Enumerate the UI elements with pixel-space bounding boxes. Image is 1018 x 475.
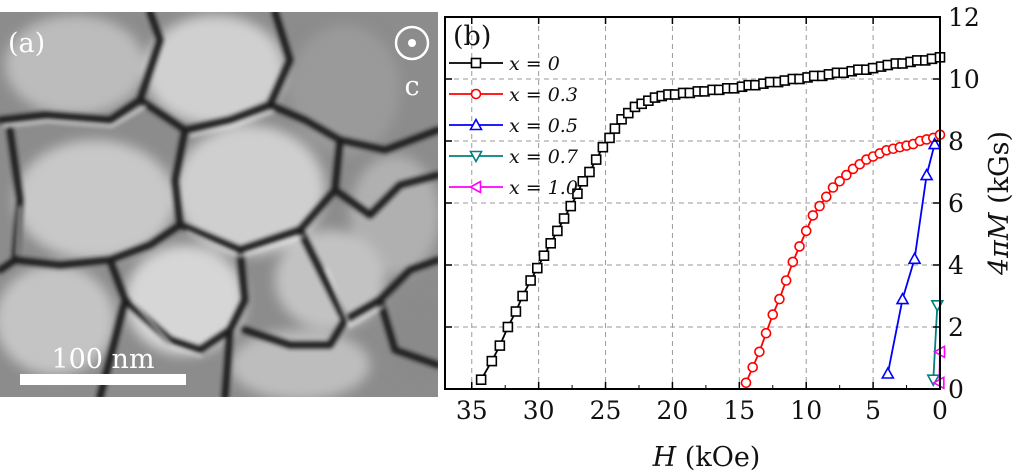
data-point [510,306,522,317]
y-tick-label: 6 [948,189,964,218]
scale-bar [20,374,186,385]
data-point [927,136,942,150]
legend-item: x = 0.3 [449,84,578,106]
data-point [767,309,779,320]
data-point [926,374,941,387]
data-point [834,176,845,187]
legend-marker [470,88,482,100]
data-point [932,375,945,390]
data-point [538,250,550,261]
data-point [794,241,805,252]
legend-marker [470,57,482,69]
series-2 [880,136,942,379]
data-point [604,132,615,144]
data-point [740,377,752,389]
data-point [774,293,785,305]
data-point [494,340,506,351]
tem-micrograph-image: c (a) 100 nm [0,12,438,397]
x-tick-label: 35 [456,396,488,425]
y-tick-label: 12 [948,3,980,32]
data-point [558,213,570,224]
scale-bar-label: 100 nm [51,344,154,375]
axis-ticks: 35 30 25 20 15 10 5 00 2 4 6 8 10 12 [445,3,980,425]
x-tick-label: 30 [523,396,555,425]
data-point [780,275,792,286]
legend-label: x = 0.7 [509,146,579,168]
x-tick-label: 0 [932,396,948,425]
data-point [525,275,536,286]
data-point [565,200,577,212]
x-axis-unit: (kOe) [685,442,761,473]
data-point [827,182,839,193]
series-3 [926,299,945,387]
x-tick-label: 15 [723,396,755,425]
legend-marker [468,180,482,194]
data-point [622,107,634,119]
data-point [532,262,543,274]
x-tick-label: 25 [590,396,622,425]
y-tick-label: 0 [948,375,964,404]
y-axis-label: 4πM (kGs) [984,131,1015,276]
legend-marker [469,117,483,131]
data-point [747,361,759,373]
y-tick-label: 2 [948,313,964,342]
data-point [577,176,589,187]
data-point [930,299,945,313]
legend: x = 0 x = 0.3 x = 0.5 x = 0.7 x = 1.0 [449,53,579,199]
y-tick-label: 4 [948,251,964,280]
y-axis-symbol: 4πM [984,211,1015,276]
data-point [609,123,621,134]
data-point [907,251,922,265]
series-line [932,305,939,380]
data-point [754,346,765,358]
legend-label: x = 1.0 [509,177,578,199]
x-axis-label: H (kOe) [652,442,761,473]
data-point [545,238,556,249]
panel-label-a: (a) [8,28,45,59]
magnetization-chart: 35 30 25 20 15 10 5 00 2 4 6 8 10 12 (b) x = 0 x = 0.3… [444,3,1015,473]
data-point [517,290,528,302]
data-point [807,210,819,221]
data-point [597,141,609,153]
c-axis-label: c [404,71,419,102]
data-point [590,154,602,165]
data-point [919,167,934,181]
x-axis-symbol: H [652,442,677,473]
y-axis-unit: (kGs) [984,131,1015,204]
data-point [820,191,832,203]
data-point [880,366,895,379]
data-point [787,256,799,268]
x-tick-label: 10 [790,396,822,425]
legend-label: x = 0.3 [509,84,578,106]
grid [445,17,940,389]
data-point [552,225,563,237]
data-point [616,114,627,125]
legend-label: x = 0.5 [509,115,578,137]
data-point [800,225,812,237]
legend-item: x = 0.5 [449,115,578,137]
y-tick-label: 8 [948,127,964,156]
data-point [841,169,852,181]
legend-item: x = 1.0 [449,177,578,199]
series-0 [475,51,946,386]
data-point [475,374,487,386]
series-layer [475,51,946,390]
y-tick-label: 10 [948,65,980,94]
panel-label-b: (b) [453,21,491,52]
data-point [895,291,910,305]
c-axis-marker [394,25,430,61]
legend-item: x = 0.7 [449,146,579,168]
x-tick-label: 5 [865,396,881,425]
data-point [502,321,514,333]
data-point [584,166,595,178]
data-point [572,188,583,199]
data-point [814,200,825,212]
data-point [486,355,498,367]
legend-marker [469,150,483,164]
x-tick-label: 20 [657,396,689,425]
legend-label: x = 0 [509,53,560,75]
data-point [760,327,772,339]
legend-item: x = 0 [449,53,560,75]
